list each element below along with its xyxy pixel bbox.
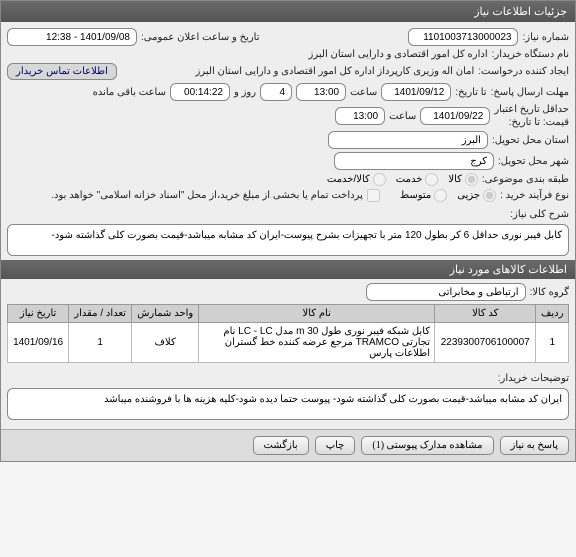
label-buyer-notes: توضیحات خریدار: — [498, 369, 569, 384]
payment-checkbox-row: پرداخت تمام یا بخشی از مبلغ خرید،از محل … — [51, 189, 380, 202]
attachments-button[interactable]: مشاهده مدارک پیوستی (1) — [361, 436, 493, 455]
reply-button[interactable]: پاسخ به نیاز — [500, 436, 570, 455]
label-buyer-org: نام دستگاه خریدار: — [492, 49, 569, 60]
details-panel: جزئیات اطلاعات نیاز شماره نیاز: 11010037… — [0, 0, 576, 462]
print-button[interactable]: چاپ — [315, 436, 356, 455]
table-row: 1 2239300706100007 کابل شبکه فیبر نوری ط… — [8, 323, 569, 363]
payment-checkbox[interactable] — [367, 189, 380, 202]
col-row: ردیف — [536, 305, 569, 323]
field-send-date: 1401/09/12 — [381, 83, 451, 101]
panel-body: شماره نیاز: 1101003713000023 تاریخ و ساع… — [1, 22, 575, 429]
label-payment-note: پرداخت تمام یا بخشی از مبلغ خرید،از محل … — [51, 190, 363, 201]
label-credit-deadline: حداقل تاریخ اعتبار — [494, 104, 569, 115]
label-subject-type: طبقه بندی موضوعی: — [482, 174, 569, 185]
field-need-desc: کابل فیبر نوری حداقل 6 کر بطول 120 متر ب… — [7, 224, 569, 256]
field-city: کرج — [334, 152, 494, 170]
label-send-deadline: مهلت ارسال پاسخ: — [491, 87, 569, 98]
label-time-1: ساعت — [350, 87, 377, 98]
table-header-row: ردیف کد کالا نام کالا واحد شمارش تعداد /… — [8, 305, 569, 323]
value-buyer-org: اداره کل امور اقتصادی و دارایی استان الب… — [309, 49, 488, 60]
cell-qty: 1 — [69, 323, 132, 363]
items-table: ردیف کد کالا نام کالا واحد شمارش تعداد /… — [7, 304, 569, 363]
items-section-title: اطلاعات کالاهای مورد نیاز — [1, 260, 575, 279]
field-credit-date: 1401/09/22 — [420, 107, 490, 125]
label-buy-process: نوع فرآیند خرید : — [500, 190, 569, 201]
field-time-left: 00:14:22 — [170, 83, 230, 101]
subject-type-group: کالا خدمت کالا/خدمت — [327, 173, 478, 186]
label-creator: ایجاد کننده درخواست: — [478, 66, 569, 77]
col-name: نام کالا — [199, 305, 435, 323]
label-remaining: ساعت باقی مانده — [93, 87, 166, 98]
footer-buttons: پاسخ به نیاز مشاهده مدارک پیوستی (1) چاپ… — [1, 429, 575, 461]
cell-date: 1401/09/16 — [8, 323, 69, 363]
col-unit: واحد شمارش — [132, 305, 199, 323]
col-date: تاریخ نیاز — [8, 305, 69, 323]
field-credit-time: 13:00 — [335, 107, 385, 125]
col-code: کد کالا — [435, 305, 536, 323]
contact-info-button[interactable]: اطلاعات تماس خریدار — [7, 63, 117, 80]
label-need-no: شماره نیاز: — [522, 32, 569, 43]
field-date-public: 1401/09/08 - 12:38 — [7, 28, 137, 46]
field-buyer-notes: ایران کد مشابه میباشد-قیمت بصورت کلی گذا… — [7, 388, 569, 420]
cell-name: کابل شبکه فیبر نوری طول 30 m مدل LC - LC… — [199, 323, 435, 363]
buy-process-group: جزیی متوسط — [400, 189, 496, 202]
radio-low[interactable]: جزیی — [457, 189, 496, 202]
field-goods-group: ارتباطی و مخابراتی — [366, 283, 526, 301]
label-date-public: تاریخ و ساعت اعلان عمومی: — [141, 32, 260, 43]
value-creator: امان اله وزیری کارپرداز اداره کل امور اق… — [121, 66, 474, 77]
field-province: البرز — [328, 131, 488, 149]
label-price-until: قیمت: تا تاریخ: — [494, 117, 569, 128]
field-days-left: 4 — [260, 83, 292, 101]
label-day-and: روز و — [234, 87, 256, 98]
radio-goods[interactable]: کالا — [448, 173, 478, 186]
label-until-1: تا تاریخ: — [455, 87, 486, 98]
label-province: استان محل تحویل: — [492, 135, 569, 146]
label-city: شهر محل تحویل: — [498, 156, 569, 167]
label-need-desc: شرح کلی نیاز: — [510, 205, 569, 220]
panel-title: جزئیات اطلاعات نیاز — [1, 1, 575, 22]
label-time-2: ساعت — [389, 111, 416, 122]
col-qty: تعداد / مقدار — [69, 305, 132, 323]
label-goods-group: گروه کالا: — [530, 287, 569, 298]
radio-service[interactable]: خدمت — [396, 173, 439, 186]
radio-med[interactable]: متوسط — [400, 189, 447, 202]
back-button[interactable]: بازگشت — [253, 436, 309, 455]
radio-goods-service[interactable]: کالا/خدمت — [327, 173, 386, 186]
field-send-time: 13:00 — [296, 83, 346, 101]
field-need-no: 1101003713000023 — [408, 28, 518, 46]
cell-code: 2239300706100007 — [435, 323, 536, 363]
cell-unit: کلاف — [132, 323, 199, 363]
cell-row: 1 — [536, 323, 569, 363]
